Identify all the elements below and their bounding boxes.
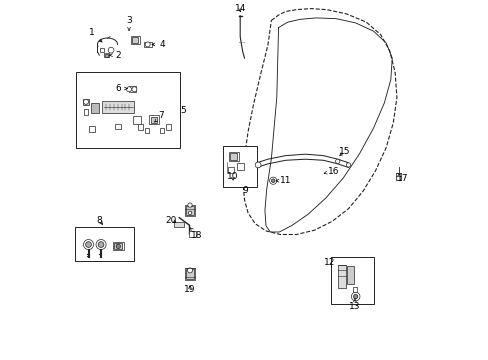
- Circle shape: [255, 162, 261, 168]
- Circle shape: [116, 244, 120, 248]
- Bar: [352, 287, 356, 292]
- Bar: [143, 42, 151, 47]
- Bar: [160, 129, 163, 133]
- Bar: [346, 266, 353, 284]
- Circle shape: [126, 87, 131, 92]
- Text: 12: 12: [324, 258, 335, 267]
- Bar: [83, 109, 88, 115]
- Bar: [130, 36, 139, 44]
- Text: 16: 16: [324, 167, 339, 176]
- Circle shape: [145, 42, 150, 47]
- Bar: [395, 173, 400, 180]
- Text: 6: 6: [115, 84, 127, 93]
- Bar: [228, 152, 238, 161]
- Bar: [236, 163, 244, 170]
- Text: 8: 8: [96, 216, 102, 225]
- Circle shape: [132, 87, 137, 92]
- Circle shape: [351, 292, 359, 301]
- Bar: [113, 242, 123, 250]
- Text: 2: 2: [109, 51, 121, 60]
- Bar: [129, 86, 136, 92]
- Bar: [184, 205, 195, 216]
- Text: 9: 9: [242, 186, 247, 195]
- Text: 17: 17: [396, 174, 407, 183]
- Bar: [90, 103, 99, 113]
- Bar: [104, 54, 108, 57]
- Text: 1: 1: [89, 28, 102, 42]
- Bar: [115, 125, 121, 130]
- Bar: [337, 265, 346, 288]
- Text: 3: 3: [126, 16, 132, 31]
- Bar: [151, 117, 157, 123]
- Circle shape: [83, 239, 93, 249]
- Circle shape: [395, 176, 400, 181]
- Circle shape: [187, 268, 192, 273]
- Bar: [75, 226, 134, 261]
- Circle shape: [188, 211, 191, 215]
- Bar: [174, 222, 184, 227]
- Text: 10: 10: [227, 172, 238, 181]
- Bar: [186, 206, 193, 215]
- Text: 5: 5: [180, 106, 186, 115]
- Bar: [114, 243, 122, 249]
- Circle shape: [269, 177, 276, 184]
- Circle shape: [271, 179, 274, 183]
- Circle shape: [335, 159, 339, 163]
- Circle shape: [108, 47, 114, 53]
- Circle shape: [187, 203, 192, 207]
- Bar: [89, 126, 95, 132]
- Bar: [230, 153, 237, 160]
- Bar: [145, 129, 148, 133]
- Text: 15: 15: [339, 147, 350, 156]
- Circle shape: [346, 163, 350, 167]
- Text: 20: 20: [165, 216, 176, 225]
- Circle shape: [98, 242, 104, 247]
- Circle shape: [96, 239, 106, 249]
- Bar: [223, 146, 257, 187]
- Bar: [103, 53, 109, 57]
- Bar: [166, 124, 170, 130]
- Bar: [132, 37, 138, 43]
- Bar: [100, 48, 104, 52]
- Bar: [149, 116, 159, 124]
- Bar: [185, 269, 194, 279]
- Bar: [330, 257, 373, 304]
- Bar: [133, 116, 140, 124]
- Bar: [227, 167, 233, 173]
- Circle shape: [83, 99, 88, 104]
- Circle shape: [85, 242, 91, 247]
- Bar: [188, 230, 196, 237]
- Bar: [102, 102, 134, 113]
- Text: 19: 19: [184, 285, 195, 294]
- Bar: [184, 268, 195, 280]
- Circle shape: [353, 294, 357, 299]
- Bar: [76, 72, 180, 148]
- Text: 4: 4: [152, 40, 164, 49]
- Text: 18: 18: [190, 228, 203, 240]
- Text: 13: 13: [348, 299, 360, 311]
- Text: 11: 11: [276, 176, 291, 185]
- Bar: [83, 99, 89, 105]
- Text: 7: 7: [154, 111, 164, 122]
- Text: 14: 14: [234, 4, 245, 13]
- Bar: [138, 124, 142, 130]
